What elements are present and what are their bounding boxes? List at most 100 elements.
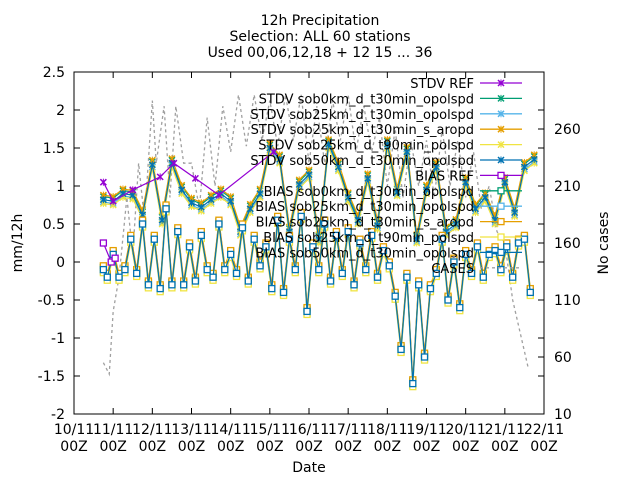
stdv-point <box>432 163 440 171</box>
stdv-point <box>295 180 303 189</box>
stdv-point <box>530 155 538 163</box>
x-tick-label-date: 13/11 <box>171 422 211 438</box>
bias-point <box>209 273 217 281</box>
stdv-point <box>393 188 401 196</box>
legend-label: BIAS sob50km_d_t30min_opolspd <box>255 246 474 261</box>
stdv-ref-line <box>102 151 275 203</box>
stdv-point <box>178 186 186 194</box>
x-tick-label-date: 19/11 <box>406 422 446 438</box>
x-tick-label-hour: 00Z <box>530 439 557 455</box>
bias-point <box>127 235 135 243</box>
bias-series-line <box>102 208 531 384</box>
bias-ref-point <box>111 254 119 262</box>
stdv-point <box>315 235 323 243</box>
y2-axis-label: No cases <box>596 212 612 275</box>
stdv-point <box>354 216 362 224</box>
legend-label: BIAS sob0km_d_t30min_opolspd <box>264 185 474 200</box>
y-tick-label: 2.5 <box>43 65 65 81</box>
stdv-point <box>158 216 166 224</box>
bias-point <box>520 235 529 243</box>
legend-label: STDV REF <box>410 77 474 92</box>
bias-point <box>432 269 440 278</box>
x-tick-label-date: 21/11 <box>485 422 525 438</box>
x-tick-label-hour: 00Z <box>295 439 322 455</box>
y-tick-label: 2 <box>56 103 65 119</box>
stdv-point <box>501 178 509 186</box>
bias-point <box>268 284 276 293</box>
legend-marker <box>497 171 505 180</box>
bias-point <box>338 269 346 278</box>
legend-marker <box>497 110 505 118</box>
stdv-ref-point <box>191 174 199 182</box>
x-tick-label-hour: 00Z <box>334 439 361 455</box>
bias-point <box>415 281 423 289</box>
bias-point <box>303 307 311 316</box>
legend-marker <box>497 79 505 87</box>
cases-line <box>102 94 529 377</box>
legend-marker <box>497 125 505 133</box>
bias-point <box>397 345 405 354</box>
stdv-point <box>148 161 156 169</box>
bias-point <box>133 269 141 278</box>
stdv-ref-point <box>99 178 107 186</box>
x-tick-label-date: 12/11 <box>132 422 172 438</box>
stdv-point <box>364 174 372 182</box>
bias-point <box>180 281 188 289</box>
stdv-point <box>197 203 205 211</box>
bias-point <box>368 231 376 240</box>
legend-marker <box>497 156 505 164</box>
x-tick-label-date: 16/11 <box>289 422 329 438</box>
bias-point <box>409 379 417 388</box>
bias-point <box>373 273 382 281</box>
x-tick-label-hour: 00Z <box>374 439 401 455</box>
y-tick-label: -1 <box>51 331 65 347</box>
bias-point <box>227 250 235 259</box>
bias-point <box>238 224 247 232</box>
stdv-point <box>344 193 352 201</box>
y2-tick-label: 110 <box>554 293 581 309</box>
legend-label: STDV sob25km_d_t30min_opolspd <box>250 108 474 123</box>
legend-marker <box>497 141 505 149</box>
x-tick-label-date: 11/11 <box>93 422 133 438</box>
stdv-ref-point <box>109 197 117 205</box>
bias-point <box>450 258 458 266</box>
x-tick-label-date: 14/11 <box>210 422 250 438</box>
legend-label: STDV sob50km_d_t30min_opolspd <box>250 154 474 169</box>
legend-marker <box>497 94 505 102</box>
stdv-point <box>207 196 215 204</box>
legend-label: BIAS REF <box>415 169 474 184</box>
stdv-point <box>325 140 333 148</box>
bias-point <box>221 265 229 274</box>
bias-point <box>144 281 153 289</box>
stdv-point <box>422 186 431 194</box>
stdv-point <box>452 220 460 228</box>
stdv-point <box>413 235 421 243</box>
bias-point <box>497 265 505 274</box>
x-tick-label-hour: 00Z <box>99 439 126 455</box>
bias-point <box>526 288 534 297</box>
legend-label: STDV sob0km_d_t30min_opolspd <box>259 92 474 107</box>
stdv-ref-point <box>129 186 137 194</box>
x-tick-label-date: 10/11 <box>54 422 94 438</box>
bias-point <box>121 265 129 274</box>
bias-point <box>99 265 108 274</box>
stdv-point <box>276 155 284 163</box>
bias-point <box>485 250 493 259</box>
x-tick-label-hour: 00Z <box>60 439 87 455</box>
bias-point <box>456 303 464 312</box>
stdv-point <box>383 140 391 148</box>
x-tick-label-hour: 00Z <box>217 439 244 455</box>
y-axis-right: 60 110 160 210 260 10 <box>538 122 581 423</box>
bias-point <box>274 216 282 224</box>
chart-title-line: 12h Precipitation <box>261 13 380 29</box>
x-tick-label-hour: 00Z <box>178 439 205 455</box>
bias-point <box>256 262 264 270</box>
bias-point <box>321 220 329 228</box>
series-layer <box>99 94 538 391</box>
stdv-point <box>511 209 519 217</box>
y-tick-label: 0 <box>56 255 65 271</box>
bias-point <box>203 265 211 274</box>
bias-point <box>467 269 476 278</box>
